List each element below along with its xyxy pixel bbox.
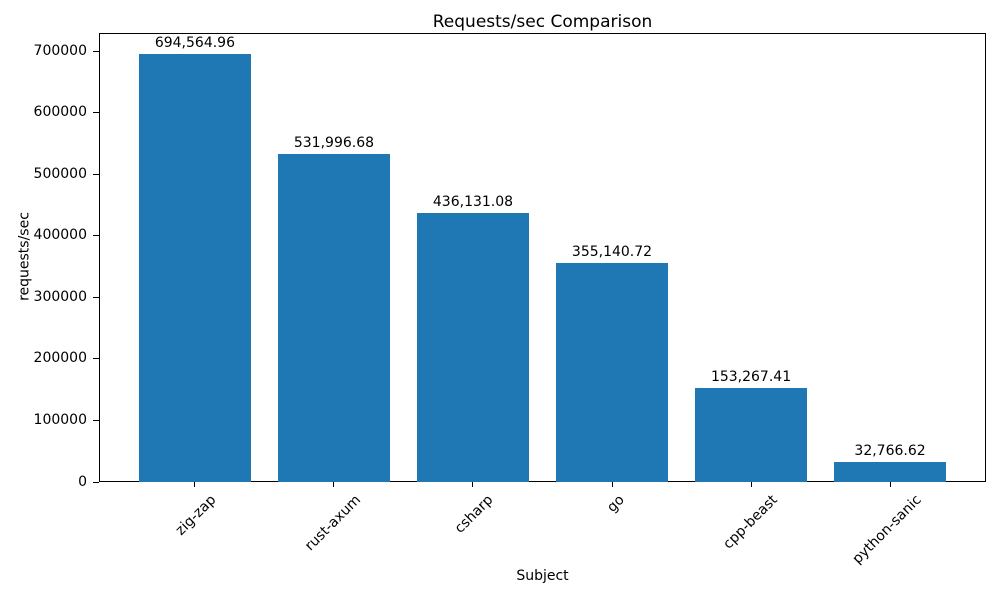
x-tick-mark bbox=[889, 482, 891, 487]
x-tick-mark bbox=[611, 482, 613, 487]
bar-value-label: 355,140.72 bbox=[571, 244, 653, 261]
y-tick-label: 200000 bbox=[33, 350, 87, 367]
x-tick-mark bbox=[194, 482, 196, 487]
y-tick-label: 100000 bbox=[33, 411, 87, 428]
bar-value-label: 694,564.96 bbox=[154, 35, 235, 52]
y-tick-mark bbox=[93, 50, 99, 52]
x-tick-label: csharp bbox=[451, 492, 497, 537]
y-tick-mark bbox=[93, 358, 99, 360]
y-tick-label: 500000 bbox=[33, 165, 87, 182]
bar-value-label: 436,131.08 bbox=[432, 194, 514, 211]
bar-value-label: 153,267.41 bbox=[710, 368, 792, 385]
y-tick-label: 400000 bbox=[33, 227, 87, 244]
x-tick-mark bbox=[472, 482, 474, 487]
y-tick-mark bbox=[93, 481, 99, 483]
y-tick-mark bbox=[93, 419, 99, 421]
x-tick-label: python-sanic bbox=[849, 492, 926, 568]
y-tick-label: 700000 bbox=[33, 42, 87, 59]
bar bbox=[556, 263, 668, 482]
y-tick-mark bbox=[93, 235, 99, 237]
x-tick-label: rust-axum bbox=[301, 492, 364, 555]
y-tick-label: 300000 bbox=[33, 288, 87, 305]
y-tick-mark bbox=[93, 173, 99, 175]
bar bbox=[417, 213, 529, 482]
bar bbox=[834, 461, 946, 482]
bar bbox=[139, 54, 251, 482]
y-tick-mark bbox=[93, 296, 99, 298]
chart-title: Requests/sec Comparison bbox=[432, 12, 653, 32]
y-axis-label: requests/sec bbox=[16, 212, 33, 301]
x-tick-label: cpp-beast bbox=[720, 492, 781, 553]
bar bbox=[278, 154, 390, 482]
x-tick-mark bbox=[750, 482, 752, 487]
y-tick-label: 0 bbox=[78, 473, 87, 490]
x-tick-label: zig-zap bbox=[172, 492, 220, 539]
bar bbox=[695, 387, 807, 482]
x-tick-mark bbox=[333, 482, 335, 487]
x-axis-label: Subject bbox=[516, 568, 569, 584]
bar-value-label: 32,766.62 bbox=[854, 442, 926, 459]
x-tick-label: go bbox=[604, 492, 629, 516]
bar-value-label: 531,996.68 bbox=[293, 135, 375, 152]
y-tick-mark bbox=[93, 112, 99, 114]
y-tick-label: 600000 bbox=[33, 104, 87, 121]
